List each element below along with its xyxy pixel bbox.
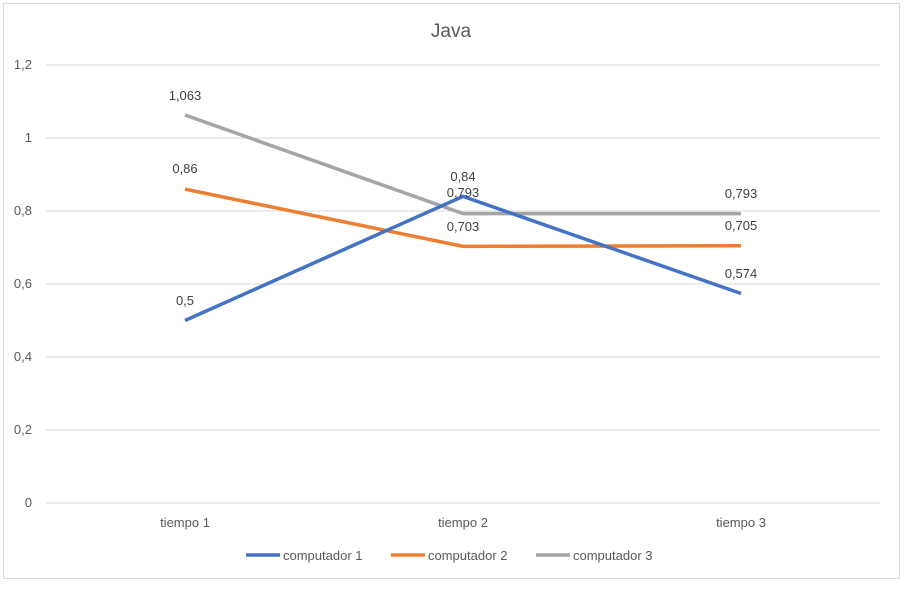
data-label: 0,84 (450, 169, 475, 184)
x-tick-label: tiempo 1 (160, 515, 210, 530)
series-line-computador-2 (184, 187, 742, 249)
y-tick-label: 0,8 (14, 203, 32, 218)
data-label: 0,703 (447, 219, 480, 234)
data-label: 0,86 (172, 161, 197, 176)
x-tick-label: tiempo 2 (438, 515, 488, 530)
series-line-computador-1 (184, 194, 742, 323)
legend-label: computador 1 (283, 548, 363, 563)
legend-label: computador 3 (573, 548, 653, 563)
data-labels: 0,5 0,84 0,574 0,86 0,703 0,705 1,063 0,793 0,79… (169, 88, 758, 308)
data-label: 0,793 (447, 185, 480, 200)
data-label: 0,574 (725, 266, 758, 281)
y-tick-label: 1 (25, 130, 32, 145)
y-tick-label: 0,6 (14, 276, 32, 291)
chart-area (3, 3, 900, 579)
legend: computador 1 computador 2 computador 3 (246, 548, 653, 563)
y-axis-ticks: 0 0,2 0,4 0,6 0,8 1 1,2 (14, 57, 32, 510)
chart-title: Java (431, 21, 472, 42)
legend-label: computador 2 (428, 548, 508, 563)
y-tick-label: 1,2 (14, 57, 32, 72)
x-tick-label: tiempo 3 (716, 515, 766, 530)
data-label: 0,793 (725, 186, 758, 201)
y-tick-label: 0 (25, 495, 32, 510)
data-label: 0,5 (176, 293, 194, 308)
gridlines (46, 64, 880, 504)
series-lines (184, 113, 742, 323)
data-label: 1,063 (169, 88, 202, 103)
data-label: 0,705 (725, 218, 758, 233)
series-line-computador-3 (184, 113, 741, 216)
x-axis-ticks: tiempo 1 tiempo 2 tiempo 3 (160, 515, 766, 530)
y-tick-label: 0,4 (14, 349, 32, 364)
y-tick-label: 0,2 (14, 422, 32, 437)
